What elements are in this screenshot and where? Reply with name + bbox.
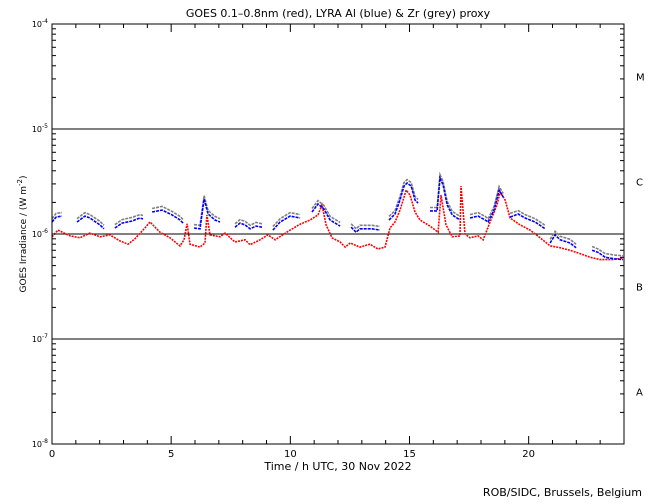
y-tick-base: 10 [32,20,42,29]
series-segment [469,188,504,224]
y-tick-label: 10-6 [32,228,48,239]
series-segment [591,245,624,257]
y-tick-label: 10-4 [32,18,48,29]
series-segment [76,211,105,226]
y-tick-label: 10-5 [32,123,48,134]
y-tick-base: 10 [32,230,42,239]
series-segment [272,211,301,228]
series-segment [549,230,577,245]
series-segment [388,178,419,217]
series-segment [311,202,341,227]
series-segment [509,213,546,230]
credit-text: ROB/SIDC, Brussels, Belgium [483,486,642,499]
y-axis-label-exp: -2 [16,179,24,186]
series-segment [51,211,63,220]
series-segment [193,198,221,230]
x-tick-label: 5 [168,449,174,460]
series-segment [51,186,624,261]
series-segment [234,222,263,230]
y-tick-exp: -4 [42,18,48,25]
series-segment [151,209,184,224]
y-tick-exp: -6 [42,228,48,235]
series-segment [350,223,381,230]
series-segment [114,213,144,226]
series-segment [591,249,624,261]
chart-title: GOES 0.1–0.8nm (red), LYRA Al (blue) & Z… [186,7,491,20]
y-axis-label: GOES Irradiance / (W m-2) [16,176,29,293]
series-segment [388,181,419,221]
series-segment [193,195,221,227]
series-goes-0-1-0-8nm [51,186,624,261]
flare-class-label: B [636,283,643,294]
y-tick-exp: -8 [42,438,48,445]
y-axis-label-text: GOES Irradiance / (W m [19,186,29,292]
y-tick-base: 10 [32,335,42,344]
y-tick-base: 10 [32,125,42,134]
y-tick-exp: -7 [42,333,48,340]
x-tick-label: 10 [284,449,297,460]
flare-class-label: A [636,388,643,399]
series-segment [549,233,577,249]
series-segment [76,215,105,230]
series-lyra-al-proxy [51,174,624,261]
y-tick-label: 10-8 [32,438,48,449]
x-tick-label: 0 [49,449,55,460]
series-segment [430,174,461,221]
series-segment [350,226,381,234]
x-axis-label: Time / h UTC, 30 Nov 2022 [263,460,411,473]
series-segment [114,217,144,229]
series-segment [234,218,263,227]
series-segment [151,205,184,221]
series-segment [469,184,504,220]
series-segment [311,199,341,224]
y-tick-label: 10-7 [32,333,48,344]
flare-class-label: M [636,73,645,84]
series-segment [509,209,546,226]
series-segment [272,215,301,231]
series-lyra-zr-proxy [51,171,624,257]
x-tick-label: 15 [403,449,416,460]
flare-class-label: C [636,178,643,189]
series-segment [51,215,63,223]
x-tick-label: 20 [522,449,535,460]
y-axis-label-close: ) [19,176,29,180]
y-tick-base: 10 [32,440,42,449]
series-layer [51,171,624,261]
y-tick-exp: -5 [42,123,48,130]
plot-area [52,128,624,340]
